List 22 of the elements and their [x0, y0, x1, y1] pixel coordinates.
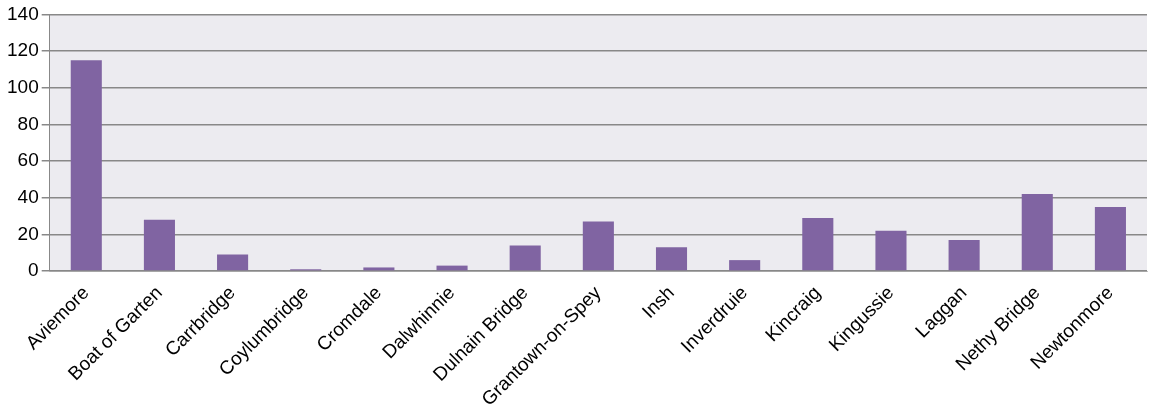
bar	[70, 60, 102, 271]
bar	[582, 221, 614, 271]
bar	[729, 260, 761, 271]
y-tick-label: 120	[7, 39, 39, 61]
y-tick-label: 100	[7, 75, 39, 97]
bar	[1021, 194, 1053, 271]
y-tick-label: 40	[17, 186, 39, 207]
bar	[802, 217, 834, 271]
bar	[875, 230, 907, 271]
y-tick-label: 20	[17, 222, 39, 244]
bar	[509, 245, 541, 271]
y-tick-label: 60	[17, 149, 39, 171]
bar	[948, 239, 980, 271]
bar	[143, 219, 175, 271]
y-tick-label: 140	[7, 2, 39, 24]
bar	[1094, 206, 1126, 271]
bar	[655, 247, 688, 271]
y-tick-label: 80	[17, 112, 39, 134]
bar	[217, 254, 249, 271]
y-tick-label: 0	[28, 259, 39, 281]
x-tick-label: Insh	[637, 281, 679, 323]
bar	[363, 267, 395, 271]
